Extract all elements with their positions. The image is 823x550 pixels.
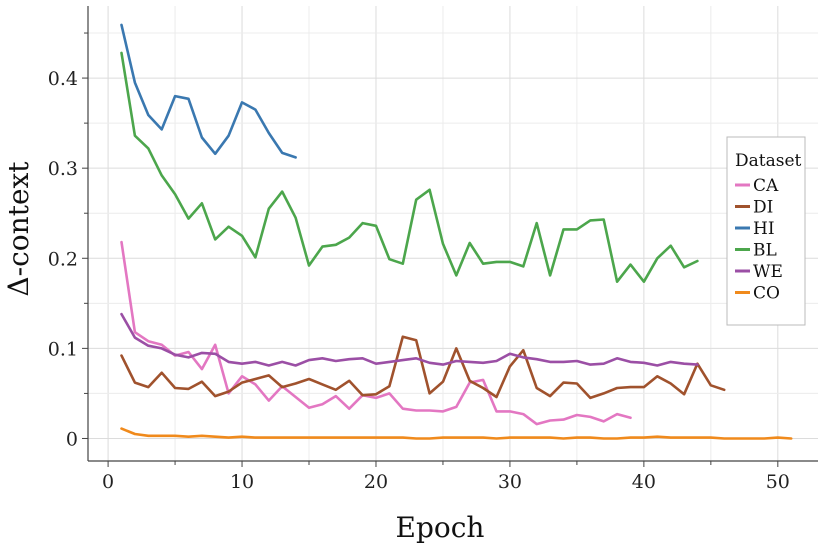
legend-label-ca: CA [753, 176, 779, 196]
legend-label-bl: BL [753, 241, 777, 261]
y-tick-label: 0 [66, 428, 78, 450]
x-tick-label: 50 [766, 471, 790, 493]
legend-label-di: DI [753, 198, 773, 218]
legend-label-hi: HI [753, 219, 775, 239]
series-line-hi [120, 23, 297, 159]
legend-title: Dataset [735, 151, 802, 171]
y-axis-title: Δ-context [2, 161, 35, 297]
y-tick-label: 0.3 [48, 158, 78, 180]
x-tick-label: 10 [230, 471, 254, 493]
series-lines [120, 23, 793, 440]
grid-lines [88, 6, 818, 461]
series-line-bl [120, 51, 699, 284]
axes: 0 10 20 30 40 50 0 0.1 0.2 0.3 0.4 [48, 6, 818, 493]
y-tick-label: 0.4 [48, 68, 78, 90]
legend-label-we: WE [753, 262, 783, 282]
x-tick-label: 30 [498, 471, 522, 493]
y-tick-label: 0.2 [48, 248, 78, 270]
y-tick-label: 0.1 [48, 338, 78, 360]
series-line-di [120, 335, 726, 400]
series-line-ca [120, 240, 632, 426]
series-line-we [120, 312, 699, 367]
x-tick-label: 20 [364, 471, 388, 493]
x-axis-title: Epoch [396, 511, 485, 544]
legend-label-co: CO [753, 284, 780, 304]
x-tick-label: 0 [102, 471, 114, 493]
x-tick-label: 40 [632, 471, 656, 493]
series-line-co [120, 427, 793, 440]
